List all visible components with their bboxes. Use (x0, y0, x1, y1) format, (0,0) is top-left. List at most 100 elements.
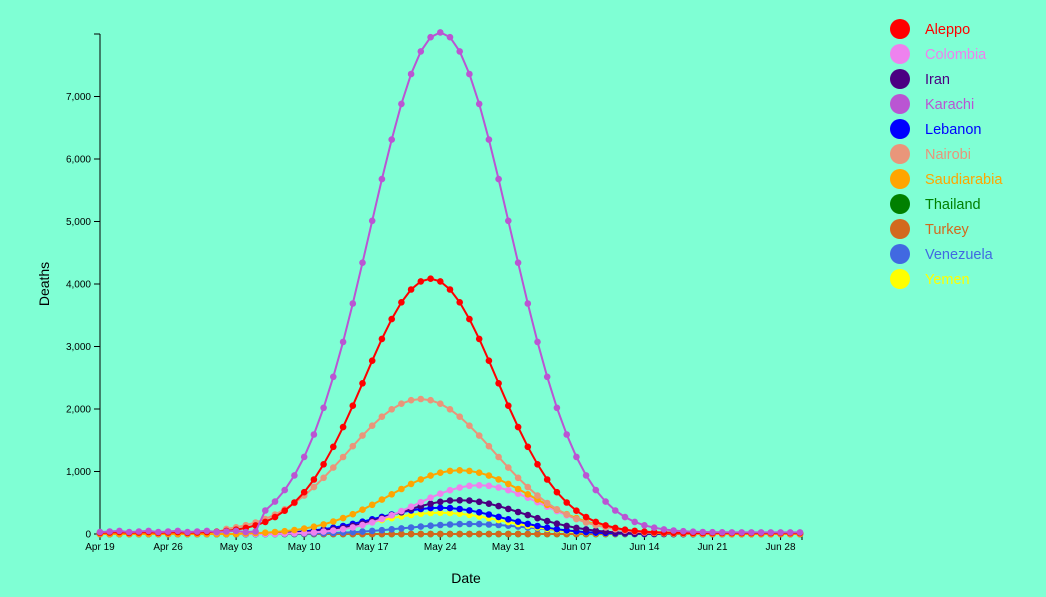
data-point-aleppo (641, 528, 648, 535)
data-point-aleppo (543, 476, 551, 483)
data-point-turkey (437, 530, 444, 538)
data-point-nairobi (417, 395, 425, 403)
legend-item-iran: Iran (890, 69, 950, 89)
data-point-aleppo (437, 278, 444, 285)
data-point-karachi (524, 300, 532, 307)
data-point-saudiarabia (339, 514, 347, 522)
data-point-nairobi (368, 422, 376, 430)
data-point-nairobi (378, 413, 386, 421)
data-point-iran (505, 505, 512, 513)
data-point-lebanon (543, 524, 551, 531)
data-point-karachi (592, 486, 600, 494)
y-tick-label: 0 (85, 530, 91, 541)
data-point-aleppo (291, 499, 298, 506)
data-point-karachi (787, 529, 794, 536)
legend-label: Venezuela (925, 247, 994, 263)
data-point-aleppo (330, 443, 337, 451)
data-point-iran (495, 502, 502, 510)
data-point-karachi (155, 528, 162, 536)
data-point-karachi (427, 33, 434, 41)
data-point-aleppo (271, 513, 279, 521)
data-point-aleppo (582, 513, 590, 521)
data-point-karachi (612, 507, 619, 514)
data-point-aleppo (281, 507, 289, 514)
data-point-aleppo (456, 299, 464, 306)
data-point-colombia (466, 482, 473, 490)
data-point-colombia (427, 494, 434, 502)
data-point-nairobi (505, 464, 512, 471)
legend-item-colombia: Colombia (890, 44, 987, 64)
data-point-venezuela (368, 527, 376, 535)
data-point-karachi (446, 33, 454, 41)
data-point-saudiarabia (456, 467, 464, 474)
data-point-iran (534, 514, 541, 522)
data-point-venezuela (349, 528, 357, 536)
legend-label: Thailand (925, 197, 981, 213)
data-point-aleppo (398, 299, 405, 306)
data-point-iran (475, 498, 483, 506)
x-tick-label: Apr 26 (153, 542, 183, 553)
legend-item-yemen: Yemen (890, 269, 970, 289)
data-point-saudiarabia (437, 469, 444, 477)
data-point-saudiarabia (330, 518, 337, 525)
data-point-colombia (446, 486, 454, 494)
data-point-venezuela (437, 521, 444, 529)
data-point-turkey (534, 530, 541, 538)
series-lines (96, 29, 804, 538)
data-point-saudiarabia (514, 485, 522, 493)
data-point-karachi (368, 217, 376, 225)
data-point-colombia (495, 484, 502, 491)
data-point-karachi (96, 528, 104, 536)
data-point-karachi (543, 373, 551, 381)
legend-item-thailand: Thailand (890, 194, 981, 214)
y-tick-label: 2,000 (66, 405, 91, 416)
legend-swatch (890, 144, 910, 164)
data-point-karachi (748, 529, 755, 536)
data-point-karachi (174, 527, 182, 535)
data-point-saudiarabia (262, 529, 269, 536)
data-point-venezuela (485, 521, 493, 528)
legend-swatch (890, 19, 910, 39)
data-point-iran (427, 500, 434, 508)
data-point-nairobi (495, 453, 502, 461)
data-point-lebanon (553, 525, 561, 533)
data-point-saudiarabia (398, 485, 405, 493)
data-point-colombia (485, 482, 493, 490)
data-point-karachi (709, 528, 716, 536)
legend-label: Turkey (925, 222, 970, 238)
data-point-iran (485, 500, 493, 508)
data-point-lebanon (446, 504, 454, 512)
data-point-karachi (388, 136, 396, 143)
data-point-karachi (728, 529, 736, 536)
data-point-colombia (505, 486, 512, 494)
data-point-nairobi (553, 506, 561, 513)
data-point-aleppo (524, 443, 532, 451)
data-point-aleppo (300, 488, 308, 496)
data-point-aleppo (602, 522, 609, 529)
data-point-karachi (164, 528, 172, 535)
data-point-nairobi (466, 422, 473, 430)
data-point-iran (553, 520, 561, 527)
data-point-aleppo (485, 357, 493, 365)
data-point-karachi (660, 526, 668, 533)
legend-item-turkey: Turkey (890, 219, 970, 239)
data-point-karachi (777, 529, 784, 536)
data-point-venezuela (388, 526, 396, 533)
data-point-colombia (388, 512, 396, 519)
data-point-aleppo (621, 526, 629, 533)
data-point-saudiarabia (320, 521, 327, 528)
data-point-nairobi (573, 515, 580, 523)
data-point-turkey (485, 530, 493, 538)
data-point-karachi (475, 100, 483, 108)
data-point-aleppo (339, 423, 347, 431)
data-point-aleppo (407, 286, 415, 293)
data-point-iran (456, 497, 464, 504)
x-tick-label: May 03 (220, 542, 253, 553)
data-point-saudiarabia (368, 501, 376, 509)
data-point-karachi (602, 498, 609, 505)
data-point-aleppo (612, 524, 619, 532)
data-point-karachi (359, 259, 366, 267)
data-point-colombia (320, 528, 327, 535)
legend-item-aleppo: Aleppo (890, 19, 970, 39)
data-point-karachi (417, 48, 425, 55)
